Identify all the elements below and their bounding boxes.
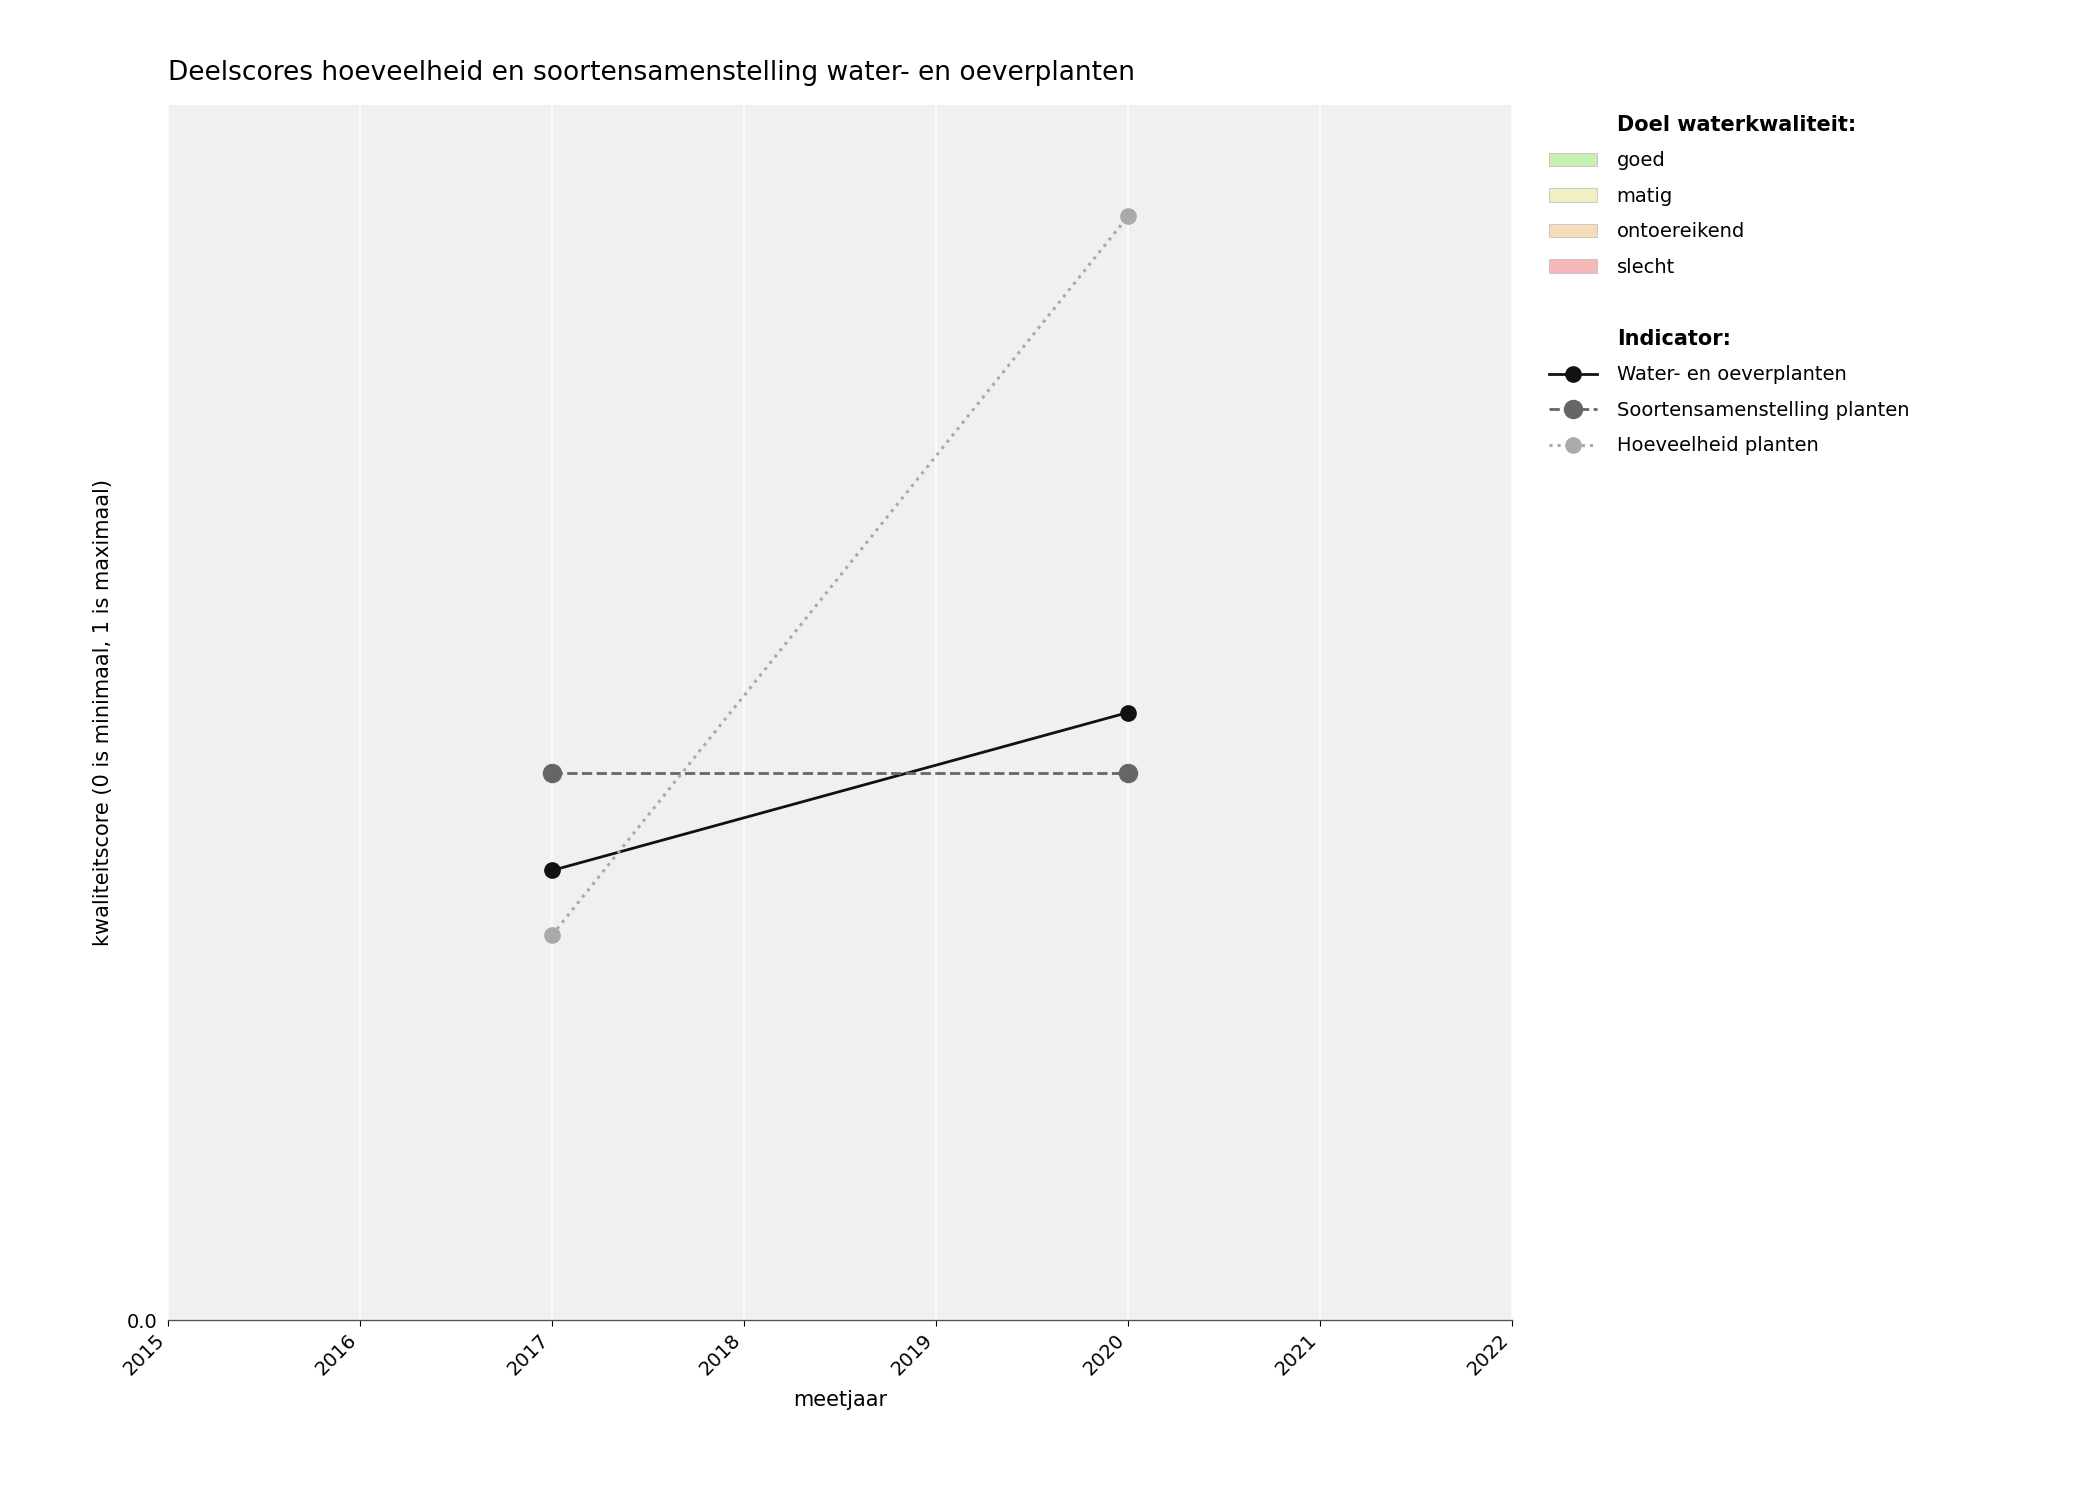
Text: Deelscores hoeveelheid en soortensamenstelling water- en oeverplanten: Deelscores hoeveelheid en soortensamenst…: [168, 60, 1134, 86]
Y-axis label: kwaliteitscore (0 is minimaal, 1 is maximaal): kwaliteitscore (0 is minimaal, 1 is maxi…: [92, 478, 113, 946]
X-axis label: meetjaar: meetjaar: [794, 1390, 886, 1410]
Legend: Doel waterkwaliteit:, goed, matig, ontoereikend, slecht,  , Indicator:, Water- e: Doel waterkwaliteit:, goed, matig, ontoe…: [1548, 114, 1909, 456]
